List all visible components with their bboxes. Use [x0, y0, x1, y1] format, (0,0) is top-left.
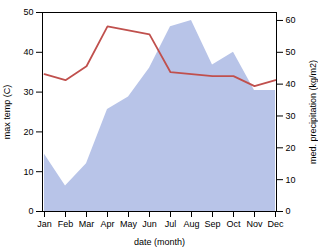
svg-text:Oct: Oct: [226, 219, 241, 229]
svg-text:date (month): date (month): [134, 237, 185, 247]
svg-text:30: 30: [286, 111, 296, 121]
svg-text:50: 50: [23, 7, 33, 17]
svg-text:10: 10: [286, 175, 296, 185]
svg-text:Nov: Nov: [246, 219, 263, 229]
svg-text:Jun: Jun: [142, 219, 157, 229]
svg-text:Mar: Mar: [79, 219, 95, 229]
svg-text:Sep: Sep: [204, 219, 220, 229]
svg-text:Dec: Dec: [267, 219, 284, 229]
svg-text:Jul: Jul: [165, 219, 177, 229]
svg-text:0: 0: [286, 206, 291, 216]
svg-text:40: 40: [23, 47, 33, 57]
svg-text:40: 40: [286, 79, 296, 89]
svg-text:Jan: Jan: [37, 219, 52, 229]
svg-text:0: 0: [28, 206, 33, 216]
svg-text:60: 60: [286, 15, 296, 25]
svg-text:May: May: [120, 219, 138, 229]
svg-text:20: 20: [23, 127, 33, 137]
svg-text:Apr: Apr: [100, 219, 114, 229]
svg-text:max temp (C): max temp (C): [2, 85, 12, 140]
svg-text:Feb: Feb: [58, 219, 74, 229]
svg-text:30: 30: [23, 87, 33, 97]
svg-text:50: 50: [286, 47, 296, 57]
svg-text:Aug: Aug: [183, 219, 199, 229]
svg-text:20: 20: [286, 143, 296, 153]
svg-text:10: 10: [23, 167, 33, 177]
svg-text:med. precipitation (kg/m2): med. precipitation (kg/m2): [308, 60, 318, 164]
